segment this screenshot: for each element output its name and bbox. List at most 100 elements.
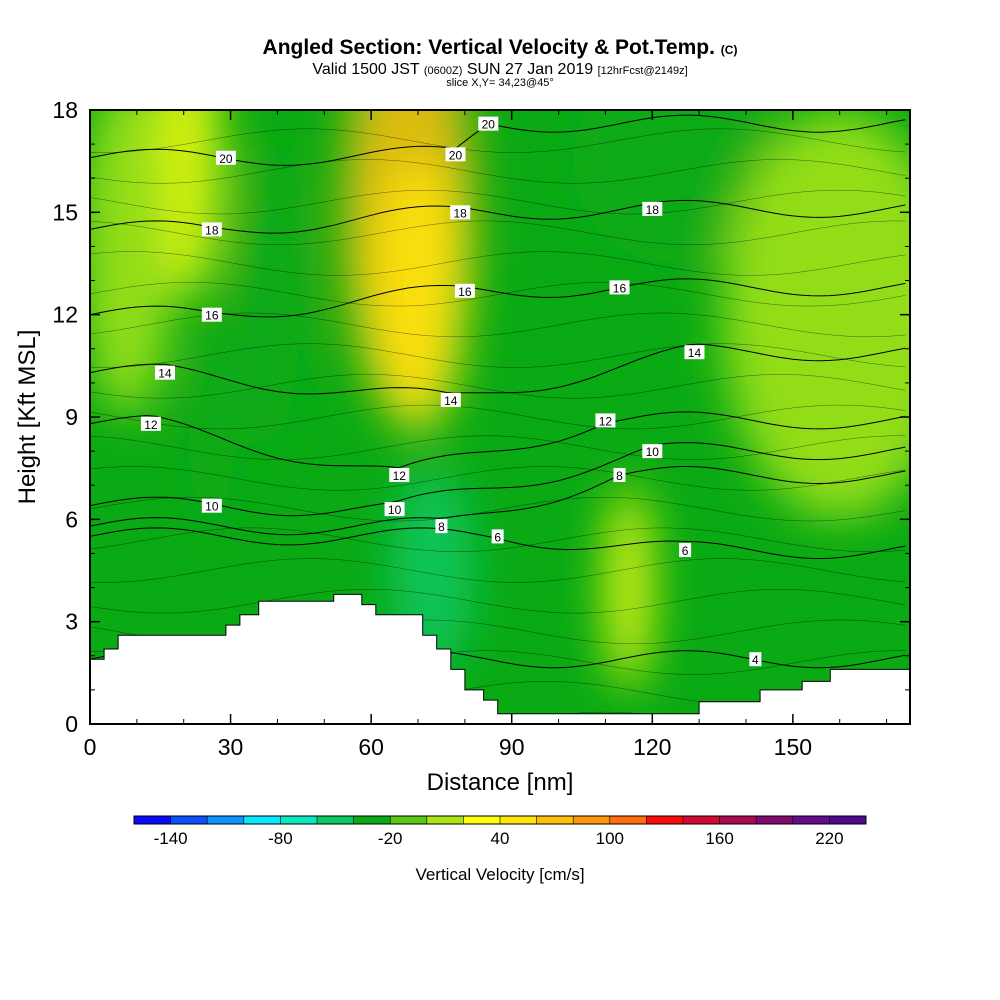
contour-label: 12 — [140, 416, 161, 432]
colorbar-swatch — [243, 816, 281, 824]
svg-text:12: 12 — [599, 414, 613, 428]
contour-minor — [90, 466, 906, 491]
y-tick-label: 15 — [52, 199, 78, 225]
terrain — [90, 593, 910, 724]
svg-text:18: 18 — [205, 223, 219, 237]
contour-minor — [90, 128, 906, 153]
contour-minor — [90, 282, 906, 307]
contour-label: 18 — [201, 222, 222, 237]
svg-text:8: 8 — [438, 520, 445, 534]
colorbar-swatch — [463, 816, 501, 824]
colorbar-swatch — [646, 816, 684, 824]
y-tick-label: 12 — [52, 302, 78, 328]
contour-label: 10 — [201, 498, 222, 514]
contour-10 — [90, 442, 906, 517]
colorbar-tick-label: 100 — [596, 829, 624, 848]
contour-label: 16 — [201, 307, 222, 323]
colorbar-swatch — [756, 816, 794, 824]
contour-label: 20 — [215, 150, 236, 166]
contour-minor — [90, 589, 906, 614]
x-tick-label: 150 — [774, 734, 812, 760]
contour-minor — [90, 220, 906, 245]
contour-label: 20 — [445, 147, 466, 162]
forecast-info: [12hrFcst@2149z] — [597, 65, 688, 77]
contour-minor — [90, 251, 906, 276]
y-tick-label: 0 — [65, 711, 78, 737]
contour-label: 12 — [595, 413, 616, 428]
valid-time-a: Valid 1500 JST — [312, 61, 420, 78]
contour-label: 4 — [749, 652, 762, 667]
colorbar-swatch — [317, 816, 355, 824]
y-axis-label: Height [Kft MSL] — [14, 330, 41, 505]
colorbar-swatch — [573, 816, 611, 824]
colorbar-swatch — [536, 816, 574, 824]
contour-label: 10 — [384, 502, 405, 517]
velocity-field — [90, 110, 910, 690]
velocity-cell — [605, 485, 653, 690]
x-tick-label: 90 — [499, 734, 525, 760]
svg-text:10: 10 — [388, 503, 402, 517]
contour-label: 14 — [154, 365, 175, 381]
contour-label: 8 — [435, 519, 448, 534]
svg-text:12: 12 — [144, 418, 158, 432]
colorbar-tick-label: 40 — [491, 829, 510, 848]
colorbar-swatch — [829, 816, 867, 824]
svg-text:12: 12 — [393, 469, 407, 483]
x-tick-label: 0 — [84, 734, 97, 760]
contour-label: 8 — [613, 467, 626, 483]
colorbar-label: Vertical Velocity [cm/s] — [415, 865, 584, 884]
contour-minor — [90, 159, 906, 184]
contour-minor — [90, 312, 906, 338]
svg-text:14: 14 — [688, 346, 702, 360]
svg-text:16: 16 — [205, 309, 219, 323]
valid-date: SUN 27 Jan 2019 — [466, 61, 594, 78]
contour-12 — [90, 411, 906, 469]
colorbar-swatch — [426, 816, 464, 824]
colorbar-swatch — [792, 816, 830, 824]
title-unit: (C) — [720, 43, 738, 57]
velocity-cell — [90, 110, 175, 417]
chart-title: Angled Section: Vertical Velocity & Pot.… — [0, 36, 1000, 60]
x-tick-label: 30 — [218, 734, 244, 760]
velocity-cell — [722, 110, 910, 520]
svg-text:10: 10 — [205, 500, 219, 514]
svg-text:20: 20 — [219, 152, 233, 166]
svg-text:18: 18 — [646, 203, 660, 217]
colorbar-tick-label: -80 — [268, 829, 293, 848]
contour-labels: 20 20 20 18 18 18 16 16 16 14 14 14 12 12 12 10 10 10 8 8 6 6… — [140, 116, 762, 667]
contour-minor — [90, 189, 906, 215]
colorbar-swatch — [390, 816, 428, 824]
colorbar-swatch — [353, 816, 391, 824]
svg-text:16: 16 — [613, 281, 627, 295]
y-tick-label: 3 — [65, 609, 78, 635]
contour-label: 10 — [642, 444, 663, 459]
svg-text:14: 14 — [444, 394, 458, 408]
contour-label: 18 — [642, 201, 663, 217]
velocity-cell — [572, 110, 779, 264]
contour-label: 14 — [440, 392, 461, 408]
y-tick-label: 18 — [52, 97, 78, 123]
contour-minor — [90, 343, 906, 368]
contour-label: 14 — [684, 345, 705, 360]
contour-8 — [90, 466, 906, 536]
contour-label: 12 — [389, 467, 410, 483]
svg-text:8: 8 — [616, 469, 623, 483]
colorbar: -140 -80 -20 40 100 160 220 — [133, 815, 867, 848]
contour-minor — [90, 496, 906, 522]
svg-text:10: 10 — [646, 445, 660, 459]
contour-label: 18 — [450, 205, 471, 220]
contour-label: 20 — [478, 116, 499, 132]
x-tick-label: 120 — [633, 734, 671, 760]
colorbar-swatch — [134, 816, 172, 824]
colorbar-tick-label: -140 — [154, 829, 188, 848]
svg-text:6: 6 — [682, 544, 689, 558]
contour-18 — [90, 199, 906, 234]
valid-time: Valid 1500 JST (0600Z) SUN 27 Jan 2019 [… — [0, 61, 1000, 79]
svg-text:6: 6 — [494, 530, 501, 544]
colorbar-swatch — [280, 816, 318, 824]
colorbar-swatch — [170, 816, 208, 824]
contour-minor — [90, 374, 906, 399]
contour-minor — [90, 435, 906, 460]
colorbar-tick-label: 160 — [705, 829, 733, 848]
colorbar-tick-label: 220 — [815, 829, 843, 848]
